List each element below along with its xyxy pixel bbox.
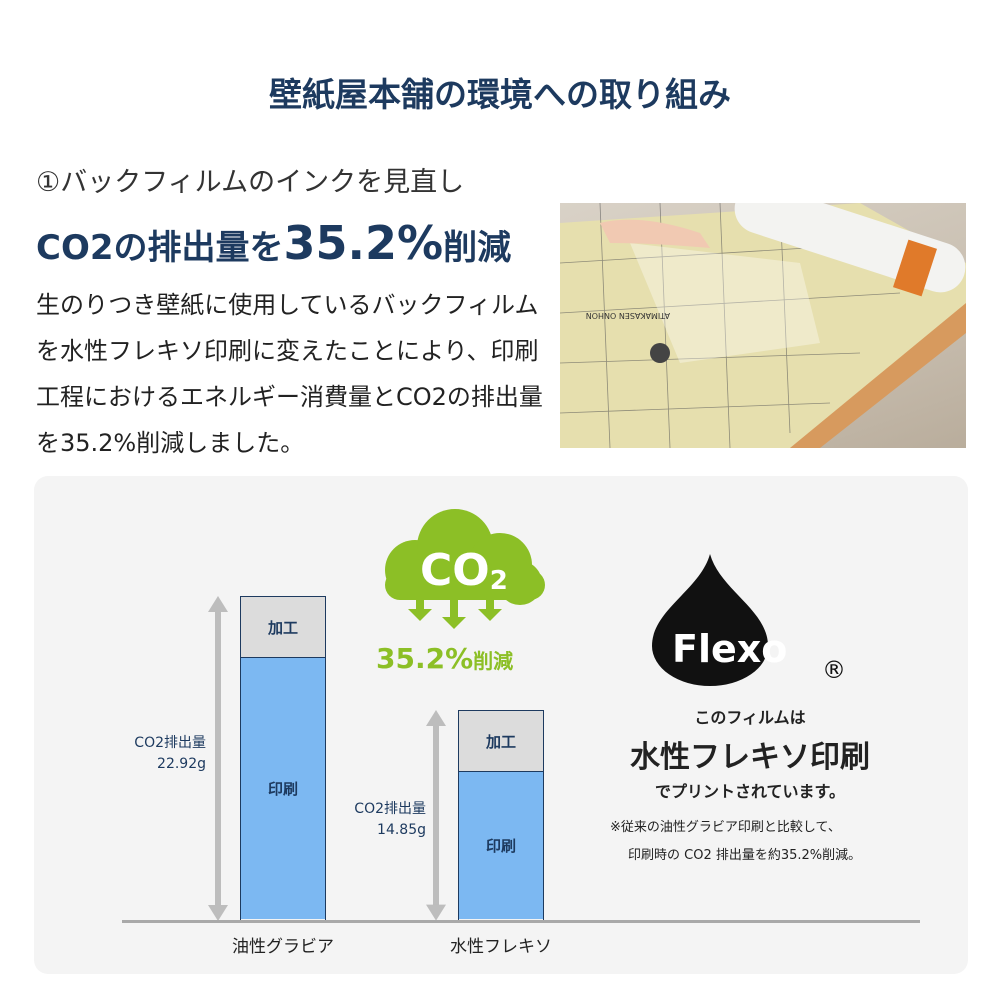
body-text: 生のりつき壁紙に使用しているバックフィルムを水性フレキソ印刷に変えたことにより、…: [36, 291, 543, 457]
flexo-logo-text: Flexo: [672, 627, 787, 671]
flexo-note1: ※従来の油性グラビア印刷と比較して、: [610, 820, 841, 835]
page-title: 壁紙屋本舗の環境への取り組み: [269, 75, 731, 114]
headline: CO2の排出量を35.2%削減: [36, 216, 511, 270]
reduction-suffix: 削減: [473, 649, 514, 673]
flexo-drop-logo: Flexo ®: [652, 554, 846, 686]
subheading: ①バックフィルムのインクを見直し: [36, 167, 465, 198]
photo-label: ATIMAKASEN ONHON: [586, 311, 670, 320]
flexo-line3: でプリントされています。: [655, 782, 845, 801]
flexo-line1: このフィルムは: [694, 708, 806, 727]
co2-text: CO2: [420, 545, 508, 596]
flexo-line2: 水性フレキソ印刷: [630, 740, 870, 775]
registered-mark: ®: [822, 656, 846, 684]
headline-suffix: 削減: [443, 228, 512, 268]
reduction-value: 35.2%: [376, 642, 474, 675]
reduction-badge: 35.2%削減: [376, 642, 513, 675]
product-photo: ATIMAKASEN ONHON: [560, 203, 966, 448]
co2-cloud-icon: CO2: [385, 509, 545, 629]
flexo-note2: 印刷時の CO2 排出量を約35.2%削減。: [628, 848, 862, 863]
headline-prefix: CO2の排出量を: [36, 228, 284, 268]
photo-illustration: ATIMAKASEN ONHON: [560, 203, 966, 448]
headline-value: 35.2%: [283, 216, 444, 270]
chart-baseline: [122, 920, 920, 923]
